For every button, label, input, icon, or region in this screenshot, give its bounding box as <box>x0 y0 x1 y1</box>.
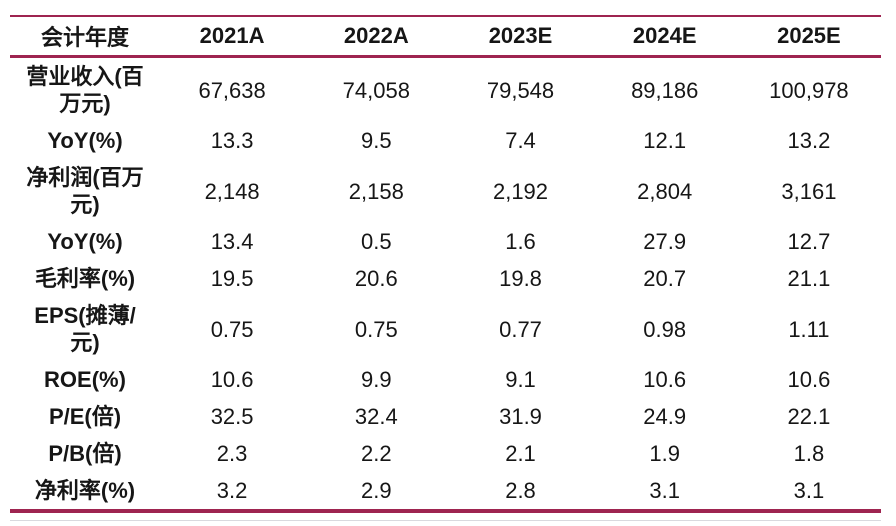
data-cell: 12.1 <box>643 128 687 153</box>
data-cell: 3.1 <box>793 478 825 503</box>
table-header-row: 会计年度 2021A 2022A 2023E 2024E 2025E <box>10 17 881 55</box>
data-cell: 9.5 <box>361 128 392 153</box>
data-cell: 13.4 <box>210 229 254 254</box>
header-fiscal-year-label: 会计年度 <box>40 25 129 50</box>
data-cell: 32.5 <box>210 404 254 429</box>
data-cell: 2.1 <box>505 441 536 466</box>
row-metric-label: 净利率(%) <box>34 478 136 503</box>
data-cell: 67,638 <box>198 77 266 103</box>
data-cell: 19.5 <box>210 266 254 291</box>
financial-summary-table: 会计年度 2021A 2022A 2023E 2024E 2025E 营业收入(百万元) 6… <box>10 15 881 521</box>
data-cell: 3.1 <box>649 478 680 503</box>
row-metric-label: P/E(倍) <box>48 404 122 429</box>
data-cell: 2.2 <box>361 441 392 466</box>
table-row: ROE(%) 10.6 9.9 9.1 10.6 10.6 <box>10 361 881 398</box>
row-metric-label: ROE(%) <box>44 367 126 392</box>
row-metric-label: 净利润(百万元) <box>26 165 144 217</box>
table-row: 净利率(%) 3.2 2.9 2.8 3.1 3.1 <box>10 472 881 509</box>
data-cell: 1.9 <box>649 441 680 466</box>
row-metric-label: YoY(%) <box>47 229 123 254</box>
data-cell: 0.5 <box>361 229 392 254</box>
table-body: 营业收入(百万元) 67,638 74,058 79,548 89,186 100,978… <box>10 58 881 509</box>
data-cell: 2,148 <box>204 178 260 204</box>
data-cell: 9.9 <box>361 367 392 392</box>
data-cell: 27.9 <box>643 229 687 254</box>
table-row: 净利润(百万元) 2,148 2,158 2,192 2,804 3,161 <box>10 159 881 223</box>
data-cell: 1.8 <box>793 441 825 466</box>
header-year-cell: 2025E <box>777 23 841 48</box>
data-cell: 20.7 <box>643 266 687 291</box>
data-cell: 13.3 <box>210 128 254 153</box>
data-cell: 24.9 <box>643 404 687 429</box>
data-cell: 0.77 <box>499 316 542 342</box>
header-year-cell: 2024E <box>632 23 697 48</box>
data-cell: 74,058 <box>342 77 410 103</box>
data-cell: 13.2 <box>787 128 831 153</box>
table-row: YoY(%) 13.3 9.5 7.4 12.1 13.2 <box>10 122 881 159</box>
table-row: 营业收入(百万元) 67,638 74,058 79,548 89,186 100,978 <box>10 58 881 122</box>
row-metric-label: 营业收入(百万元) <box>26 64 144 116</box>
data-cell: 2,192 <box>492 178 549 204</box>
row-metric-label: P/B(倍) <box>48 441 122 466</box>
data-cell: 9.1 <box>505 367 536 392</box>
header-year-cell: 2023E <box>488 23 553 48</box>
data-cell: 31.9 <box>499 404 542 429</box>
data-cell: 32.4 <box>354 404 398 429</box>
table-top-border <box>10 15 881 17</box>
row-metric-label: 毛利率(%) <box>34 266 136 291</box>
data-cell: 2,804 <box>637 178 693 204</box>
data-cell: 2.3 <box>216 441 248 466</box>
table-row: EPS(摊薄/元) 0.75 0.75 0.77 0.98 1.11 <box>10 297 881 361</box>
data-cell: 1.6 <box>505 229 536 254</box>
table-row: 毛利率(%) 19.5 20.6 19.8 20.7 21.1 <box>10 260 881 297</box>
faint-bottom-rule <box>10 519 881 521</box>
data-cell: 0.75 <box>354 316 398 342</box>
header-year-cell: 2022A <box>343 23 409 48</box>
data-cell: 2.8 <box>505 478 536 503</box>
data-cell: 20.6 <box>354 266 398 291</box>
data-cell: 1.11 <box>788 316 830 342</box>
data-cell: 19.8 <box>499 266 542 291</box>
data-cell: 22.1 <box>787 404 831 429</box>
data-cell: 0.75 <box>210 316 254 342</box>
data-cell: 89,186 <box>631 77 699 103</box>
data-cell: 3,161 <box>781 178 837 204</box>
data-cell: 10.6 <box>643 367 687 392</box>
data-cell: 12.7 <box>787 229 831 254</box>
data-cell: 79,548 <box>486 77 555 103</box>
data-cell: 21.1 <box>787 266 831 291</box>
table-row: P/E(倍) 32.5 32.4 31.9 24.9 22.1 <box>10 398 881 435</box>
data-cell: 10.6 <box>210 367 254 392</box>
row-metric-label: YoY(%) <box>47 128 123 153</box>
table-row: P/B(倍) 2.3 2.2 2.1 1.9 1.8 <box>10 435 881 472</box>
row-metric-label: EPS(摊薄/元) <box>34 303 136 355</box>
header-year-cell: 2021A <box>199 23 265 48</box>
table-bottom-border <box>10 509 881 513</box>
data-cell: 2.9 <box>361 478 392 503</box>
data-cell: 3.2 <box>216 478 248 503</box>
table-row: YoY(%) 13.4 0.5 1.6 27.9 12.7 <box>10 223 881 260</box>
data-cell: 2,158 <box>348 178 404 204</box>
data-cell: 10.6 <box>787 367 831 392</box>
header-divider-rule <box>10 55 881 58</box>
data-cell: 7.4 <box>505 128 536 153</box>
data-cell: 100,978 <box>769 77 849 103</box>
data-cell: 0.98 <box>643 316 687 342</box>
